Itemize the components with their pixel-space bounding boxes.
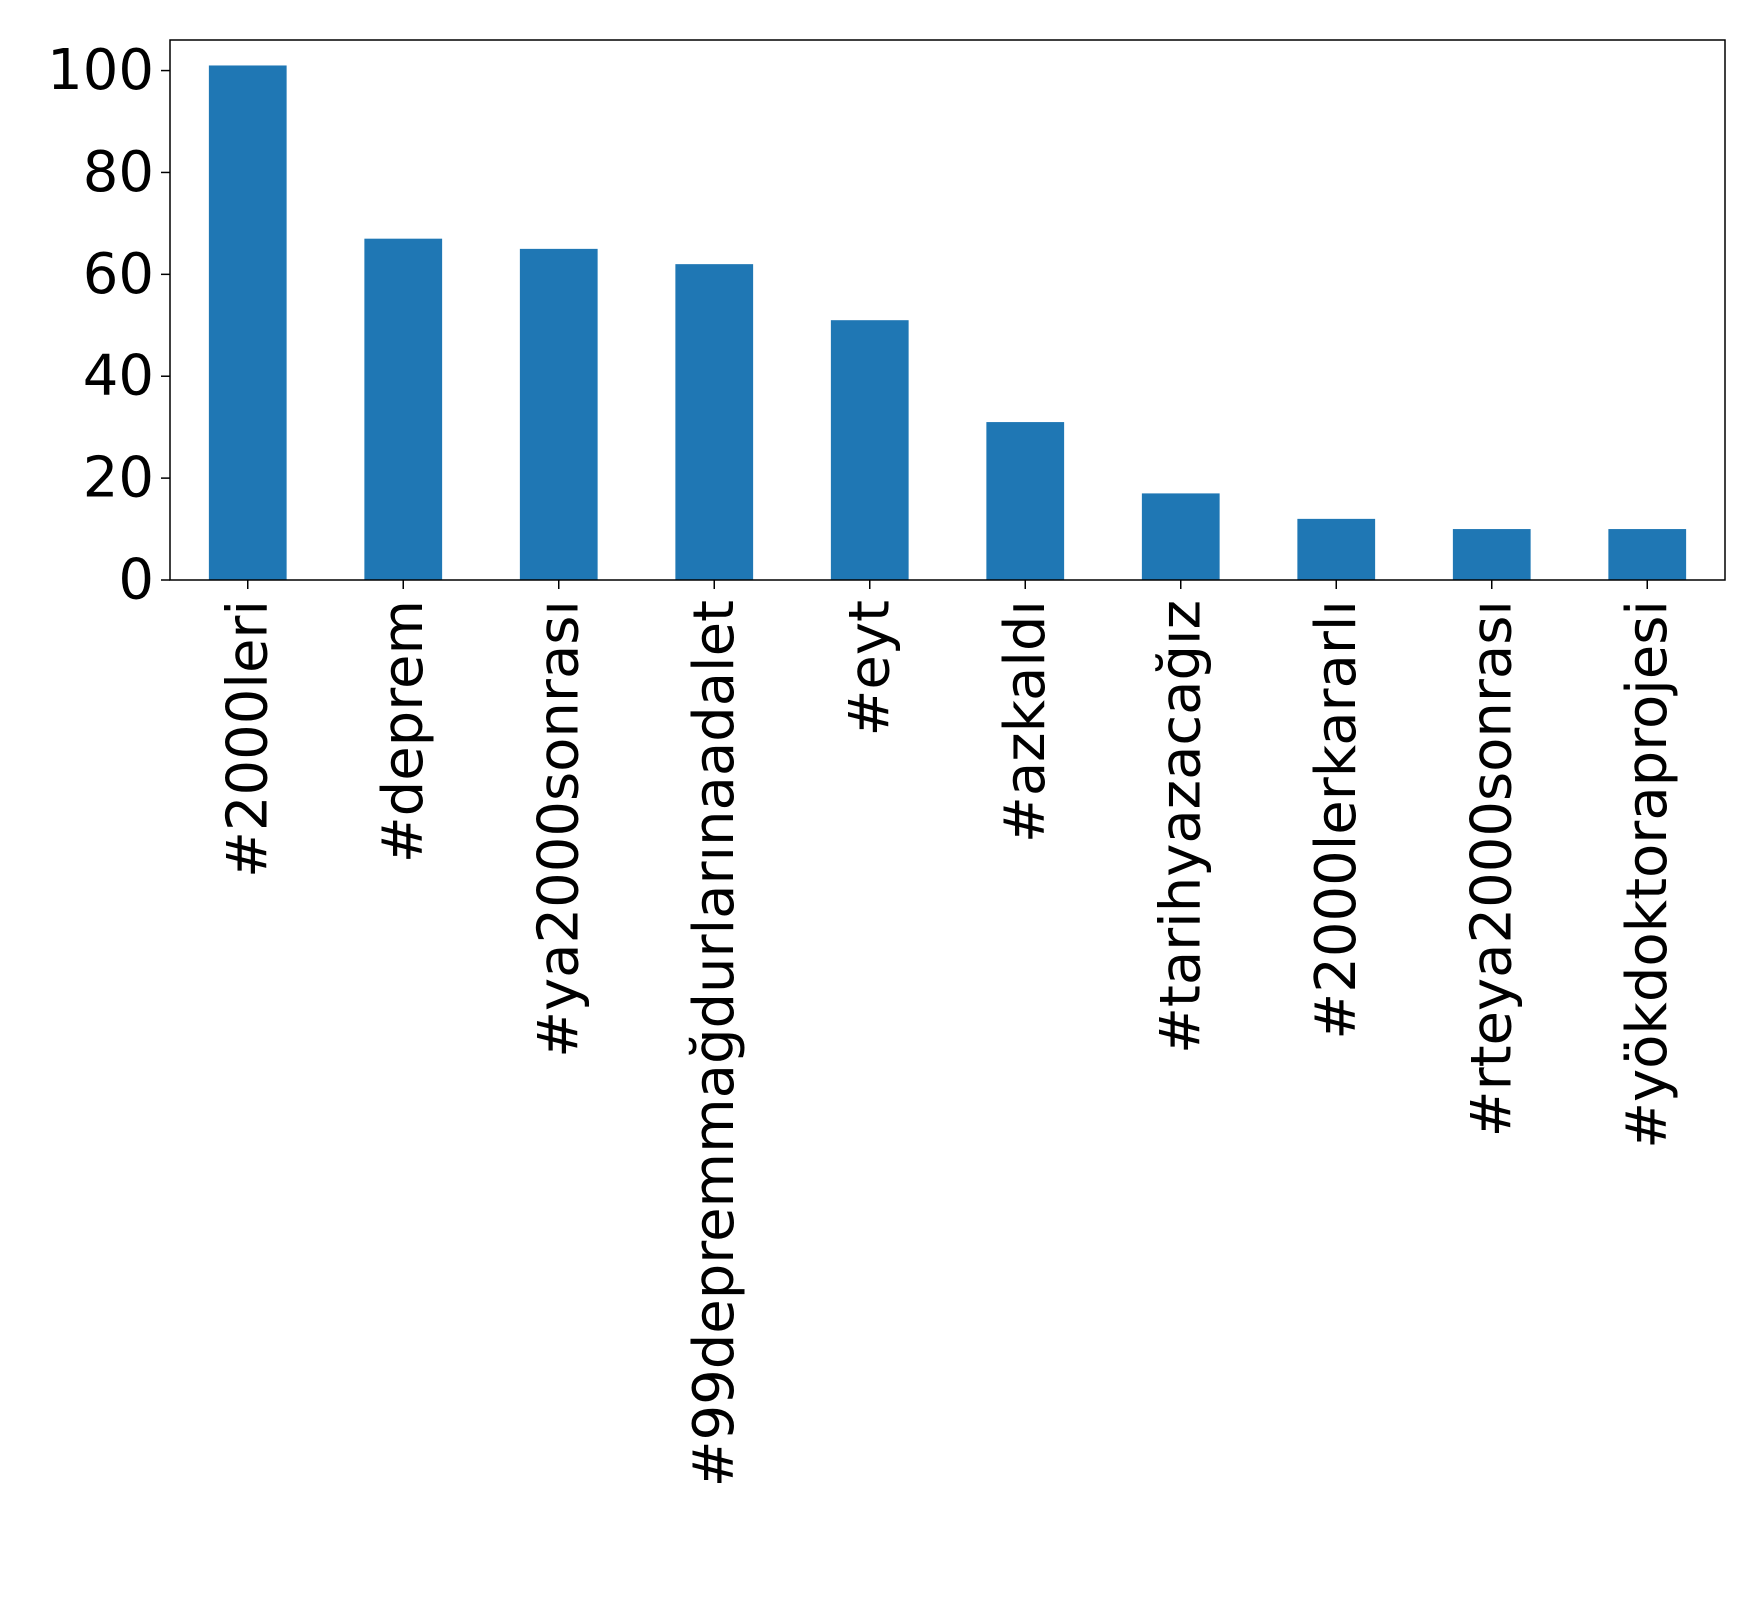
x-tick-label: #99depremmağdurlarınaadalet: [682, 600, 747, 1487]
y-tick-label: 40: [83, 344, 154, 409]
x-tick-label: #yökdoktoraprojesi: [1615, 600, 1680, 1149]
bar-7: [1297, 518, 1376, 580]
bar-1: [364, 238, 443, 580]
bar-5: [986, 422, 1065, 580]
bar-0: [208, 65, 287, 581]
x-tick-label: #rteya2000sonrası: [1459, 600, 1524, 1137]
bar-8: [1452, 529, 1531, 580]
x-tick-label: #deprem: [371, 600, 436, 863]
x-axis: #2000leri #deprem #ya2000sonrası #99depremm…: [215, 580, 1680, 1487]
y-tick-label: 20: [83, 446, 154, 511]
y-tick-label: 100: [47, 38, 154, 103]
x-tick-label: #eyt: [837, 600, 902, 736]
bars-layer: [208, 65, 1687, 581]
bar-3: [675, 264, 754, 580]
x-tick-label: #ya2000sonrası: [526, 600, 591, 1058]
bar-4: [830, 320, 909, 580]
x-tick-label: #azkaldı: [993, 600, 1058, 843]
bar-6: [1141, 493, 1220, 580]
y-tick-label: 80: [83, 140, 154, 205]
x-tick-label: #2000lerkararlı: [1304, 600, 1369, 1040]
plot-frame: [169, 39, 1726, 581]
bar-9: [1608, 529, 1687, 580]
x-tick-label: #tarihyazacağız: [1148, 600, 1213, 1054]
y-tick-label: 60: [83, 242, 154, 307]
y-tick-label: 0: [118, 548, 154, 613]
y-axis: 0 20 40 60 80 100: [47, 38, 170, 613]
bar-2: [519, 248, 598, 580]
x-tick-label: #2000leri: [215, 600, 280, 878]
